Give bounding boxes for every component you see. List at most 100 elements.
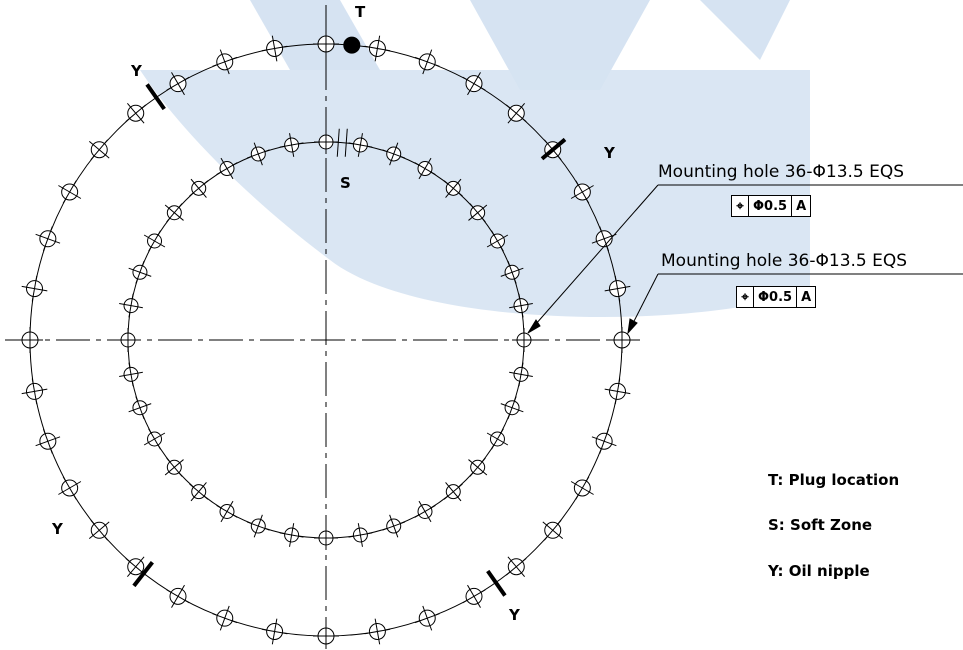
mounting-hole [212,49,238,75]
oil-nipple-bar [540,137,567,161]
position-tolerance-frame-2: ⌖ Φ0.5 A [736,286,817,308]
mounting-hole [21,275,48,302]
legend-oil-nipple: Y: Oil nipple [768,562,870,580]
mounting-hole [58,180,82,204]
oil-nipple-label-bottom-right: Y [509,606,520,624]
mounting-hole [313,31,339,57]
mounting-hole [261,35,288,62]
mounting-hole [570,476,594,500]
mounting-hole [212,605,238,631]
mounting-hole [462,584,486,608]
mounting-hole [364,618,391,645]
mounting-hole-callout-2: Mounting hole 36-Φ13.5 EQS [661,251,908,271]
mounting-hole [261,618,288,645]
mounting-hole [512,328,536,352]
mounting-hole [591,226,617,252]
mounting-hole [443,178,463,198]
mounting-hole [128,396,152,420]
mounting-hole [486,428,509,450]
mounting-hole [414,49,440,75]
mounting-hole [279,133,304,157]
mounting-hole [119,362,143,387]
mounting-hole [505,102,527,124]
mounting-hole [125,102,147,124]
mounting-hole [505,556,527,578]
oil-nipple-label-bottom-left: Y [52,520,63,538]
mounting-hole [88,139,110,161]
mounting-hole [164,203,184,223]
oil-nipple-bar [486,569,507,597]
zone-markers [132,36,567,597]
position-tolerance-frame-1: ⌖ Φ0.5 A [731,195,812,217]
mounting-hole-callout-1: Mounting hole 36-Φ13.5 EQS [658,162,905,182]
mounting-hole [119,293,143,318]
mounting-hole [348,133,373,157]
mounting-hole [604,275,631,302]
mounting-hole [116,328,140,352]
oil-nipple-label-top-right: Y [604,144,615,162]
soft-zone-tick [344,128,348,157]
mounting-hole [500,260,524,284]
mounting-hole [468,203,488,223]
mounting-hole [164,457,184,477]
mounting-hole [462,72,486,96]
outer-mounting-holes [17,31,635,649]
mounting-hole [246,142,270,166]
mounting-hole [216,500,238,523]
mounting-hole [348,523,373,547]
position-symbol-icon: ⌖ [736,198,744,214]
mounting-hole [166,72,190,96]
mounting-hole [570,180,594,204]
mounting-hole [88,519,110,541]
mounting-hole [58,476,82,500]
mounting-hole [279,523,304,547]
mounting-hole [382,142,406,166]
mounting-hole [216,157,238,180]
legend-plug-location: T: Plug location [768,471,900,489]
position-symbol-icon: ⌖ [741,289,749,305]
soft-zone-marker-label: S [340,174,351,192]
mounting-hole [17,327,43,353]
mounting-hole [382,514,406,538]
datum-reference: A [796,287,815,307]
plug-marker-label: T [355,3,366,21]
tolerance-value: Φ0.5 [748,196,791,216]
mounting-hole [313,623,339,649]
mounting-hole [143,230,166,252]
watermark [140,0,810,318]
mounting-hole [166,584,190,608]
mounting-hole [500,396,524,420]
mounting-hole [604,378,631,405]
mounting-hole [591,428,617,454]
mounting-hole [35,428,61,454]
soft-zone-tick [336,128,340,157]
datum-reference: A [791,196,810,216]
mounting-hole [443,482,463,502]
mounting-hole [128,260,152,284]
mounting-hole [314,130,338,154]
mounting-hole [509,362,533,387]
mounting-hole [414,157,436,180]
mounting-hole [414,500,436,523]
tolerance-value: Φ0.5 [753,287,796,307]
mounting-hole [486,230,509,252]
oil-nipple-label-top-left: Y [131,62,142,80]
legend-soft-zone: S: Soft Zone [768,516,873,534]
mounting-hole [542,519,564,541]
mounting-hole [364,35,391,62]
inner-mounting-holes [116,130,536,550]
mounting-hole [246,514,270,538]
plug-location-dot [343,36,361,54]
mounting-hole [189,482,209,502]
mounting-hole [35,226,61,252]
oil-nipple-bar [145,83,166,111]
mounting-hole [414,605,440,631]
mounting-hole [609,327,635,353]
mounting-hole [21,378,48,405]
oil-nipple-bar [132,560,154,588]
mounting-hole [143,428,166,450]
mounting-hole [509,293,533,318]
leader-lines [527,184,963,335]
mounting-hole [468,457,488,477]
